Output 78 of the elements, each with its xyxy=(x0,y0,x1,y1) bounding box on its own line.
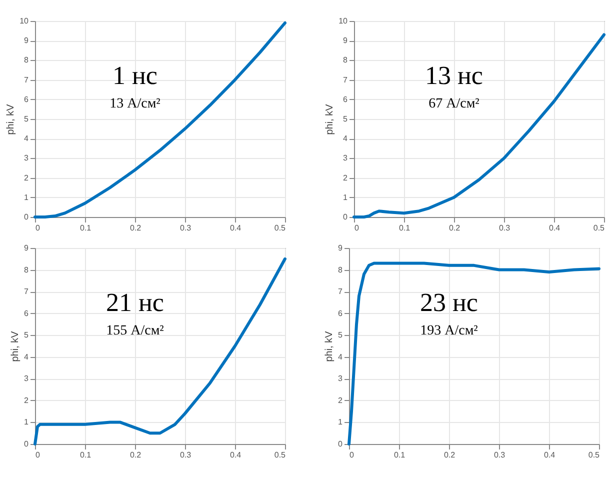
y-tick-label: 7 xyxy=(24,287,30,296)
y-tick-label: 9 xyxy=(24,244,30,252)
annotation: 155 А/см² xyxy=(106,323,164,338)
y-tick-label: 5 xyxy=(343,114,348,124)
y-tick-label: 0 xyxy=(338,440,344,448)
y-tick-label: 4 xyxy=(24,352,30,362)
y-tick-label: 7 xyxy=(24,75,30,84)
annotation: 13 А/см² xyxy=(110,96,160,112)
x-tick-label: 0.3 xyxy=(180,450,192,460)
x-tick-label: 0.5 xyxy=(588,450,600,460)
y-tick-label: 9 xyxy=(338,244,344,252)
y-tick-label: 5 xyxy=(338,330,344,340)
x-tick-label: 0.2 xyxy=(448,224,461,232)
annotation: 67 А/см² xyxy=(428,96,480,112)
y-tick-label: 2 xyxy=(343,173,348,182)
y-tick-label: 3 xyxy=(24,374,30,384)
y-tick-label: 10 xyxy=(20,16,30,26)
y-tick-label: 7 xyxy=(338,287,344,296)
y-axis-title: phi, kV xyxy=(10,330,22,362)
y-tick-label: 5 xyxy=(24,114,30,124)
x-tick-label: 0.3 xyxy=(180,224,192,232)
x-tick-label: 0.2 xyxy=(130,224,142,232)
x-tick-label: 0.4 xyxy=(230,224,242,232)
y-tick-label: 5 xyxy=(24,330,30,340)
annotation: 1 нс xyxy=(112,60,158,90)
y-tick-label: 8 xyxy=(24,265,30,274)
y-tick-label: 1 xyxy=(338,418,344,427)
y-tick-label: 6 xyxy=(343,94,348,104)
y-tick-label: 0 xyxy=(24,440,30,448)
x-tick-label: 0.5 xyxy=(593,224,606,232)
y-tick-label: 4 xyxy=(343,134,348,144)
y-tick-label: 0 xyxy=(24,212,30,222)
y-tick-label: 3 xyxy=(343,154,348,163)
y-tick-label: 8 xyxy=(24,56,30,65)
annotation: 193 А/см² xyxy=(420,323,478,338)
x-tick-label: 0.4 xyxy=(544,450,556,460)
x-tick-label: 0.4 xyxy=(548,224,561,232)
x-tick-label: 0.3 xyxy=(494,450,506,460)
y-axis-title: phi, kV xyxy=(6,104,17,135)
annotation: 21 нс xyxy=(106,288,164,317)
annotation: 23 нс xyxy=(420,288,478,317)
x-tick-label: 0 xyxy=(354,224,360,232)
y-tick-label: 9 xyxy=(24,36,30,46)
y-tick-label: 1 xyxy=(24,192,30,202)
y-tick-label: 1 xyxy=(343,192,348,202)
x-tick-label: 0.5 xyxy=(274,224,286,232)
y-tick-label: 6 xyxy=(338,308,344,318)
y-tick-label: 6 xyxy=(24,94,30,104)
x-tick-label: 0.2 xyxy=(444,450,456,460)
y-tick-label: 2 xyxy=(24,173,30,182)
x-tick-label: 0.1 xyxy=(80,224,92,232)
x-tick-label: 0 xyxy=(350,450,354,460)
y-tick-label: 10 xyxy=(338,16,348,26)
x-tick-label: 0.5 xyxy=(274,450,286,460)
x-tick-label: 0.3 xyxy=(498,224,511,232)
x-tick-label: 0 xyxy=(36,224,40,232)
y-tick-label: 2 xyxy=(338,396,344,405)
x-tick-label: 0.1 xyxy=(394,450,406,460)
x-tick-label: 0.2 xyxy=(130,450,142,460)
y-tick-label: 8 xyxy=(343,56,348,65)
y-tick-label: 8 xyxy=(338,265,344,274)
y-tick-label: 0 xyxy=(343,212,348,222)
y-tick-label: 1 xyxy=(24,418,30,427)
y-tick-label: 4 xyxy=(24,134,30,144)
y-axis-title: phi, kV xyxy=(324,104,336,135)
y-tick-label: 7 xyxy=(343,75,348,84)
x-tick-label: 0.1 xyxy=(80,450,92,460)
y-tick-label: 9 xyxy=(343,36,348,46)
y-tick-label: 3 xyxy=(24,154,30,163)
y-tick-label: 6 xyxy=(24,308,30,318)
y-axis-title: phi, kV xyxy=(324,330,336,362)
x-tick-label: 0.1 xyxy=(398,224,411,232)
y-tick-label: 2 xyxy=(24,396,30,405)
y-tick-label: 3 xyxy=(338,374,344,384)
y-tick-label: 4 xyxy=(338,352,344,362)
annotation: 13 нс xyxy=(425,60,483,90)
x-tick-label: 0 xyxy=(36,450,40,460)
x-tick-label: 0.4 xyxy=(230,450,242,460)
